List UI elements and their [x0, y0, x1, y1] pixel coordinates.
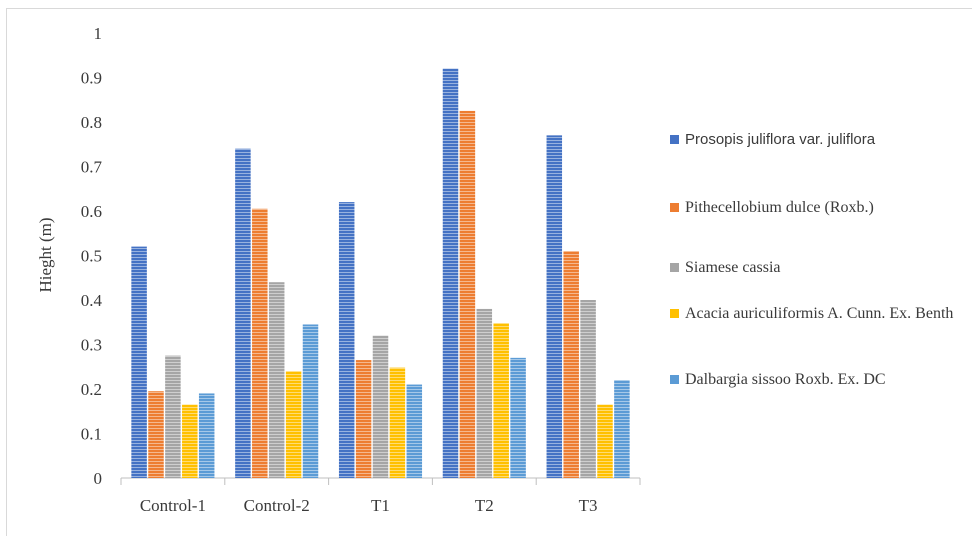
- legend-label: Siamese cassia: [685, 259, 781, 276]
- legend-item: Pithecellobium dulce (Roxb.): [670, 198, 874, 217]
- labels: 0 0.1 0.2 0.3 0.4 0.5 0.6 0.7 0.8 0.9 1 Hieght (m) C…: [36, 24, 598, 515]
- y-tick-label: 0.8: [81, 113, 102, 132]
- bar: [563, 251, 579, 478]
- bar: [235, 148, 251, 478]
- x-tick-label: T1: [371, 496, 390, 515]
- x-tick-label: Control-1: [140, 496, 206, 515]
- y-axis-label: Hieght (m): [36, 217, 55, 292]
- y-tick-label: 0.1: [81, 425, 102, 444]
- legend-label: Prosopis juliflora var. juliflora: [685, 131, 876, 148]
- bar: [252, 208, 268, 478]
- legend-swatch: [670, 375, 679, 384]
- x-tick-label: Control-2: [244, 496, 310, 515]
- bar: [597, 404, 613, 478]
- y-tick-label: 0: [94, 469, 103, 488]
- bar: [459, 110, 476, 478]
- y-tick-label: 1: [94, 24, 103, 43]
- bar: [182, 404, 198, 478]
- y-tick-label: 0.9: [81, 69, 102, 88]
- legend-label: Pithecellobium dulce (Roxb.): [685, 199, 874, 216]
- legend-item: Acacia auriculiformis A. Cunn. Ex. Benth: [670, 304, 953, 323]
- y-tick-label: 0.5: [81, 247, 102, 266]
- bar: [372, 335, 389, 478]
- bar: [338, 202, 355, 478]
- legend-label: Dalbargia sissoo Roxb. Ex. DC: [685, 371, 886, 388]
- bar: [285, 371, 302, 478]
- legend-label: Acacia auriculiformis A. Cunn. Ex. Benth: [685, 305, 954, 322]
- legend-swatch: [670, 203, 679, 212]
- legend-item: Dalbargia sissoo Roxb. Ex. DC: [670, 370, 886, 389]
- bar: [406, 384, 423, 478]
- bar: [580, 300, 596, 478]
- y-tick-label: 0.3: [81, 336, 102, 355]
- bars: [131, 68, 630, 478]
- chart-frame: [6, 8, 972, 536]
- bar: [302, 324, 319, 478]
- bar: [131, 246, 147, 478]
- y-tick-label: 0.6: [81, 202, 102, 221]
- bar: [148, 391, 164, 478]
- bar: [546, 135, 563, 478]
- legend-item: Siamese cassia: [670, 258, 781, 277]
- legend-swatch: [670, 309, 679, 318]
- y-tick-label: 0.4: [81, 291, 103, 310]
- bar: [493, 323, 509, 478]
- legend-swatch: [670, 135, 679, 144]
- bar: [355, 360, 372, 478]
- bar: [389, 367, 406, 478]
- y-tick-label: 0.2: [81, 380, 102, 399]
- bar: [165, 355, 181, 478]
- legend-swatch: [670, 263, 679, 272]
- x-tick-label: T3: [579, 496, 598, 515]
- bar: [268, 282, 285, 478]
- y-tick-label: 0.7: [81, 158, 103, 177]
- bar: [476, 308, 493, 478]
- bar: [614, 380, 630, 478]
- x-tick-label: T2: [475, 496, 494, 515]
- bar: [510, 357, 526, 478]
- legend-item: Prosopis juliflora var. juliflora: [670, 130, 875, 149]
- bar: [442, 68, 459, 478]
- axes: [120, 477, 641, 485]
- bar: [198, 393, 215, 478]
